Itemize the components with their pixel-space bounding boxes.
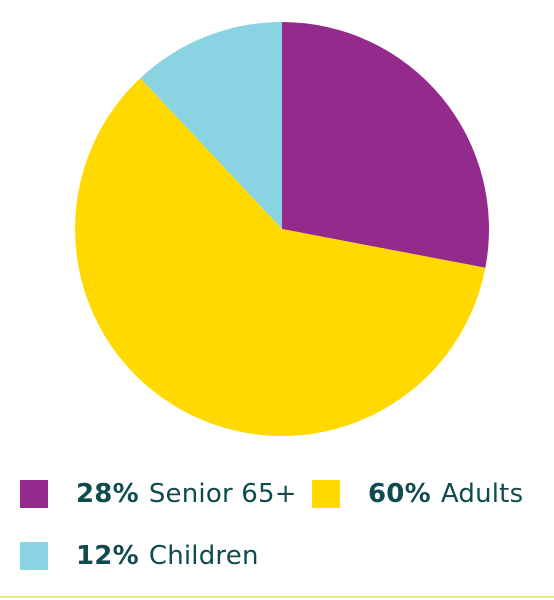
legend-label-adults: Adults xyxy=(440,479,524,509)
legend-swatch-adults xyxy=(312,480,340,508)
pie-slices xyxy=(75,22,489,437)
legend-item-senior: 28% Senior 65+ xyxy=(20,476,297,512)
legend-pct-senior: 28% xyxy=(76,479,139,509)
legend-label-senior: Senior 65+ xyxy=(148,479,297,509)
legend-text-children: 12% Children xyxy=(76,541,259,571)
legend-pct-children: 12% xyxy=(76,541,139,571)
pie-chart xyxy=(75,22,489,437)
legend-swatch-senior xyxy=(20,480,48,508)
pie-slice-senior xyxy=(282,22,489,268)
legend-swatch-children xyxy=(20,542,48,570)
legend-text-senior: 28% Senior 65+ xyxy=(76,479,297,509)
pie-slice-adults xyxy=(75,78,486,437)
legend-item-children: 12% Children xyxy=(20,538,259,574)
bottom-divider xyxy=(0,596,554,598)
legend-pct-adults: 60% xyxy=(368,479,431,509)
legend-text-adults: 60% Adults xyxy=(368,479,523,509)
legend-item-adults: 60% Adults xyxy=(312,476,523,512)
legend-label-children: Children xyxy=(148,541,259,571)
pie-slice-children xyxy=(140,22,282,229)
